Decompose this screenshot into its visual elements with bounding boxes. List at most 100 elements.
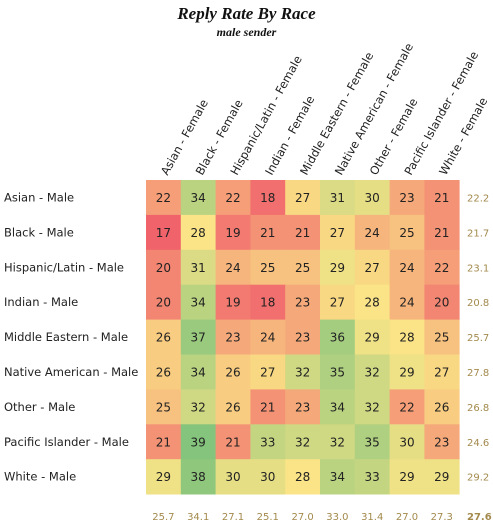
cell-value-label: 32 — [295, 435, 310, 449]
heatmap-cell — [250, 389, 286, 425]
heatmap-cell — [180, 459, 216, 495]
heatmap-cell — [146, 424, 182, 460]
cell-value-label: 24 — [399, 261, 414, 275]
heatmap-cell — [354, 319, 390, 355]
column-average-label: 27.1 — [222, 512, 244, 523]
heatmap-cell — [320, 319, 356, 355]
cell-value-label: 34 — [330, 400, 345, 414]
row-average-label: 29.2 — [467, 473, 489, 484]
cell-value-label: 28 — [191, 226, 206, 240]
heatmap-cell — [320, 354, 356, 390]
column-average-label: 25.7 — [152, 512, 174, 523]
heatmap-cell — [285, 319, 321, 355]
overall-average-label: 27.6 — [467, 512, 492, 523]
heatmap-cell — [389, 319, 425, 355]
cell-value-label: 24 — [225, 261, 240, 275]
cell-value-label: 22 — [156, 191, 171, 205]
cell-value-label: 30 — [260, 470, 275, 484]
row-average-label: 27.8 — [467, 368, 489, 379]
heatmap-cell — [146, 214, 182, 251]
cell-value-label: 22 — [225, 191, 240, 205]
column-average-label: 34.1 — [187, 512, 209, 523]
cell-value-label: 21 — [260, 226, 275, 240]
cell-value-label: 24 — [365, 226, 380, 240]
cell-value-label: 21 — [434, 226, 449, 240]
column-average-label: 25.1 — [257, 512, 279, 523]
cell-value-label: 29 — [365, 331, 380, 345]
cell-value-label: 25 — [399, 226, 414, 240]
heatmap-cell — [250, 284, 286, 320]
cell-value-label: 23 — [399, 191, 414, 205]
heatmap-cell — [354, 249, 390, 286]
cell-value-label: 20 — [434, 296, 449, 310]
row-average-label: 26.8 — [467, 403, 489, 414]
heatmap-cell — [215, 214, 251, 251]
heatmap-cell — [250, 214, 286, 251]
heatmap-cell — [320, 180, 356, 216]
cell-value-label: 29 — [156, 470, 171, 484]
heatmap-cell — [320, 284, 356, 320]
heatmap-cell — [424, 284, 460, 320]
cell-value-label: 26 — [225, 365, 240, 379]
column-average-label: 27.0 — [396, 512, 418, 523]
cell-value-label: 24 — [260, 331, 275, 345]
heatmap-cell — [320, 389, 356, 425]
cell-value-label: 27 — [330, 296, 345, 310]
row-label: Black - Male — [4, 225, 74, 239]
heatmap-cell — [146, 319, 182, 355]
cell-value-label: 19 — [225, 226, 240, 240]
heatmap-cell — [285, 389, 321, 425]
cell-value-label: 30 — [365, 191, 380, 205]
row-label: White - Male — [4, 470, 76, 484]
heatmap-cell — [180, 424, 216, 460]
cell-value-label: 32 — [365, 400, 380, 414]
heatmap-cell — [320, 249, 356, 286]
heatmap-cell — [320, 459, 356, 495]
heatmap-cell — [215, 249, 251, 286]
cell-value-label: 27 — [295, 191, 310, 205]
heatmap-cell — [285, 354, 321, 390]
heatmap-cell — [215, 389, 251, 425]
cell-value-label: 26 — [434, 400, 449, 414]
chart-title: Reply Rate By Race — [177, 4, 316, 23]
heatmap-cell — [389, 249, 425, 286]
heatmap-cell — [215, 180, 251, 216]
cell-value-label: 23 — [225, 331, 240, 345]
heatmap-cell — [320, 214, 356, 251]
heatmap-cell — [424, 424, 460, 460]
cell-value-label: 29 — [434, 470, 449, 484]
heatmap-cell — [250, 319, 286, 355]
heatmap-cell — [424, 459, 460, 495]
heatmap-cell — [424, 180, 460, 216]
heatmap-cell — [180, 180, 216, 216]
row-label: Middle Eastern - Male — [4, 330, 128, 344]
cell-value-label: 28 — [365, 296, 380, 310]
cell-value-label: 20 — [156, 261, 171, 275]
cell-value-label: 30 — [225, 470, 240, 484]
cell-value-label: 31 — [330, 191, 345, 205]
column-average-label: 31.4 — [361, 512, 383, 523]
chart-subtitle: male sender — [216, 25, 277, 39]
heatmap-cell — [389, 284, 425, 320]
column-average-label: 33.0 — [326, 512, 348, 523]
cell-value-label: 34 — [330, 470, 345, 484]
cell-value-label: 27 — [260, 365, 275, 379]
column-average-label: 27.0 — [291, 512, 313, 523]
cell-value-label: 34 — [191, 365, 206, 379]
heatmap-cell — [146, 249, 182, 286]
cell-value-label: 22 — [399, 400, 414, 414]
heatmap-cell — [146, 180, 182, 216]
cell-value-label: 28 — [295, 470, 310, 484]
cell-value-label: 27 — [434, 365, 449, 379]
heatmap-cell — [354, 284, 390, 320]
cell-value-label: 32 — [295, 365, 310, 379]
row-average-label: 24.6 — [467, 438, 489, 449]
cell-value-label: 28 — [399, 331, 414, 345]
row-average-label: 22.2 — [467, 193, 489, 204]
cell-value-label: 25 — [156, 400, 171, 414]
cell-value-label: 21 — [260, 400, 275, 414]
cell-value-label: 23 — [295, 400, 310, 414]
heatmap-cell — [285, 249, 321, 286]
cell-value-label: 24 — [399, 296, 414, 310]
heatmap-cell — [215, 319, 251, 355]
